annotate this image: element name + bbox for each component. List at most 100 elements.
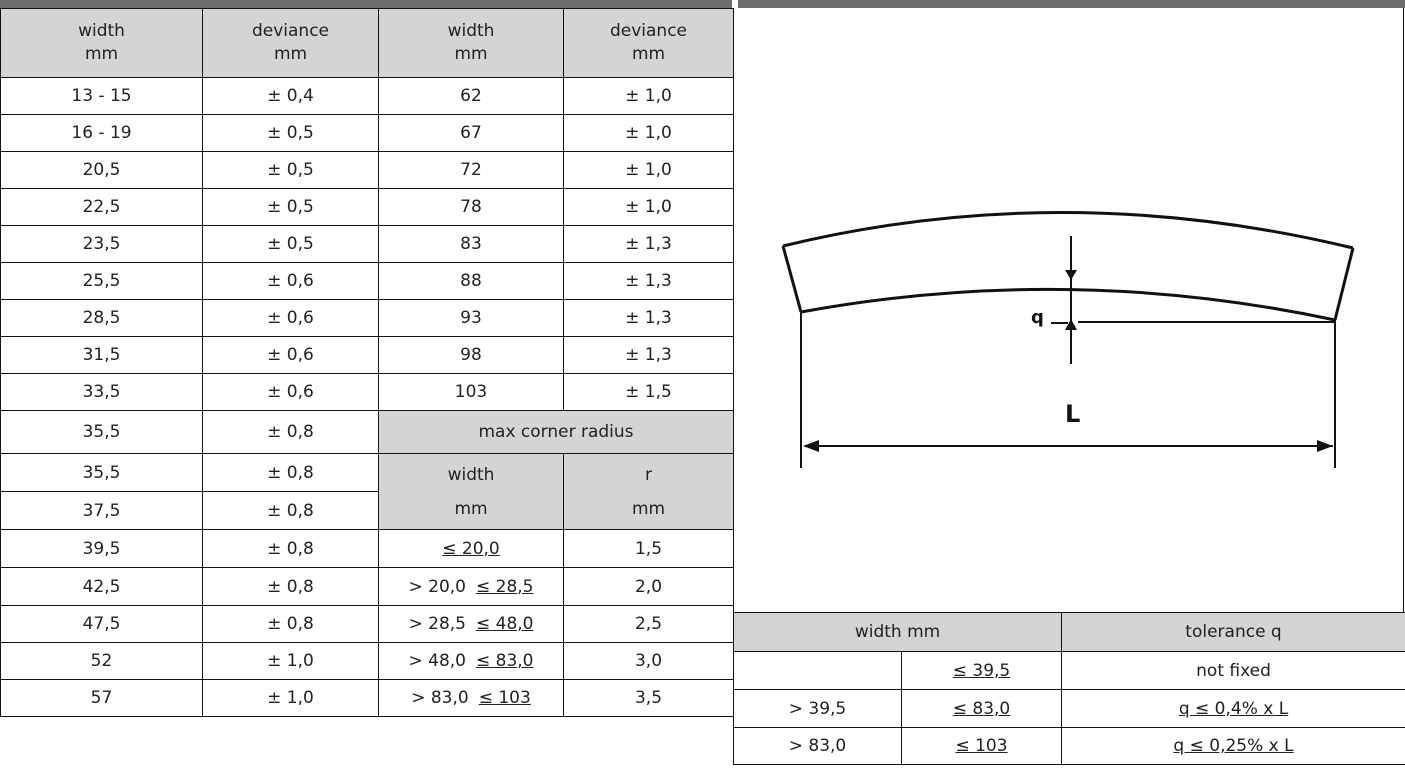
- table-cell: 62: [378, 77, 564, 115]
- width-deviance-table: width mm deviance mm width mm deviance mm 13…: [0, 8, 734, 717]
- strip-right-edge: [1333, 247, 1355, 321]
- table-cell: ± 1,3: [563, 299, 734, 337]
- col-header-width-1: width mm: [0, 8, 203, 78]
- col-header-deviance-1: deviance mm: [202, 8, 379, 78]
- table-cell: ± 0,6: [202, 336, 379, 374]
- table-cell: 103: [378, 373, 564, 411]
- table-cell: 35,5: [0, 453, 203, 492]
- table-cell: ± 1,0: [202, 679, 379, 717]
- table-row: 35,5 ± 0,8 width mm r mm: [0, 453, 734, 530]
- l-arrow-left: [803, 440, 819, 452]
- q-arrow-down: [1065, 270, 1077, 280]
- table-row: 25,5 ± 0,6 88 ± 1,3: [0, 262, 734, 300]
- table-cell: 35,5: [0, 410, 203, 454]
- table-cell: ± 0,5: [202, 188, 379, 226]
- table-cell: 72: [378, 151, 564, 189]
- table-cell: ± 0,8: [202, 453, 379, 492]
- table-row: ≤ 39,5 not fixed: [733, 651, 1405, 690]
- table-row: 28,5 ± 0,6 93 ± 1,3: [0, 299, 734, 337]
- table-cell: 67: [378, 114, 564, 152]
- table-row: 37,5 ± 0,8: [0, 491, 734, 530]
- table-cell: > 39,5: [733, 689, 902, 728]
- table-row: 57 ± 1,0 > 83,0 ≤ 103 3,5: [0, 679, 734, 717]
- table-cell: ± 1,0: [563, 188, 734, 226]
- curvature-diagram: q L: [733, 8, 1404, 612]
- q-label: q: [1031, 307, 1044, 328]
- table-cell: ≤ 39,5: [900, 651, 1063, 690]
- tolerance-width-header: width mm: [732, 612, 1063, 652]
- table-cell: 47,5: [0, 605, 203, 643]
- l-label: L: [1065, 400, 1080, 428]
- table-cell: 33,5: [0, 373, 203, 411]
- table-row: 16 - 19 ± 0,5 67 ± 1,0: [0, 114, 734, 152]
- curved-strip-drawing: q L: [781, 211, 1355, 468]
- table-cell: 22,5: [0, 188, 203, 226]
- table-cell: ≤ 103: [900, 727, 1063, 765]
- table-row: > 83,0 ≤ 103 q ≤ 0,25% x L: [733, 727, 1405, 765]
- table-cell: 20,5: [0, 151, 203, 189]
- table-cell: 93: [378, 299, 564, 337]
- table-cell: ± 1,0: [202, 642, 379, 680]
- table-cell: 31,5: [0, 336, 203, 374]
- table-cell: ± 0,8: [202, 491, 379, 530]
- corner-radius-title: max corner radius: [378, 410, 734, 454]
- table-row: 52 ± 1,0 > 48,0 ≤ 83,0 3,0: [0, 642, 734, 680]
- table-cell: ± 0,8: [202, 529, 379, 568]
- header-bar-right: [738, 0, 1405, 8]
- table-row: 42,5 ± 0,8 > 20,0 ≤ 28,5 2,0: [0, 567, 734, 606]
- table-cell: 3,0: [563, 642, 734, 680]
- table-row: 20,5 ± 0,5 72 ± 1,0: [0, 151, 734, 189]
- table-cell: ± 0,4: [202, 77, 379, 115]
- table-cell: 16 - 19: [0, 114, 203, 152]
- table-cell: 2,5: [563, 605, 734, 643]
- table-cell: 52: [0, 642, 203, 680]
- table-cell: 83: [378, 225, 564, 263]
- table-cell: ± 1,0: [563, 114, 734, 152]
- table-cell: 28,5: [0, 299, 203, 337]
- table-cell: 39,5: [0, 529, 203, 568]
- header-bar-left: [0, 0, 732, 8]
- l-arrow-right: [1317, 440, 1333, 452]
- table-cell: ± 0,6: [202, 262, 379, 300]
- corner-radius-width-header: width mm: [378, 453, 564, 530]
- table-cell: > 83,0 ≤ 103: [378, 679, 564, 717]
- col-header-deviance-2: deviance mm: [563, 8, 734, 78]
- strip-bottom-edge: [800, 287, 1336, 322]
- table-cell: 2,0: [563, 567, 734, 606]
- strip-top-edge: [782, 211, 1354, 250]
- table-cell: 42,5: [0, 567, 203, 606]
- q-arrow-up: [1065, 319, 1077, 330]
- table-cell: q ≤ 0,4% x L: [1061, 689, 1405, 728]
- table-cell: ± 1,0: [563, 77, 734, 115]
- table-cell: ± 0,5: [202, 151, 379, 189]
- table-row: > 39,5 ≤ 83,0 q ≤ 0,4% x L: [733, 689, 1405, 728]
- table-cell: 13 - 15: [0, 77, 203, 115]
- table-cell: ± 0,6: [202, 299, 379, 337]
- table-cell: ± 1,3: [563, 225, 734, 263]
- table-cell: 23,5: [0, 225, 203, 263]
- header-row: width mm deviance mm width mm deviance mm: [0, 8, 734, 78]
- table-cell: > 20,0 ≤ 28,5: [378, 567, 564, 606]
- table-cell: ± 0,8: [202, 410, 379, 454]
- table-cell: ± 1,3: [563, 336, 734, 374]
- table-cell: 78: [378, 188, 564, 226]
- table-cell: not fixed: [1061, 651, 1405, 690]
- table-row: 39,5 ± 0,8 ≤ 20,0 1,5: [0, 529, 734, 568]
- corner-radius-r-header: r mm: [563, 453, 734, 530]
- table-cell: 98: [378, 336, 564, 374]
- table-row: 13 - 15 ± 0,4 62 ± 1,0: [0, 77, 734, 115]
- table-cell: ≤ 20,0: [378, 529, 564, 568]
- tolerance-header-row: width mm tolerance q: [732, 612, 1405, 652]
- table-cell: 37,5: [0, 491, 203, 530]
- table-cell: [733, 651, 902, 690]
- table-row: 22,5 ± 0,5 78 ± 1,0: [0, 188, 734, 226]
- table-cell: q ≤ 0,25% x L: [1061, 727, 1405, 765]
- table-cell: ± 1,3: [563, 262, 734, 300]
- col-header-width-2: width mm: [378, 8, 564, 78]
- table-cell: > 48,0 ≤ 83,0: [378, 642, 564, 680]
- table-cell: ± 1,0: [563, 151, 734, 189]
- table-row: 47,5 ± 0,8 > 28,5 ≤ 48,0 2,5: [0, 605, 734, 643]
- table-cell: 88: [378, 262, 564, 300]
- table-cell: 25,5: [0, 262, 203, 300]
- tolerance-q-header: tolerance q: [1061, 612, 1405, 652]
